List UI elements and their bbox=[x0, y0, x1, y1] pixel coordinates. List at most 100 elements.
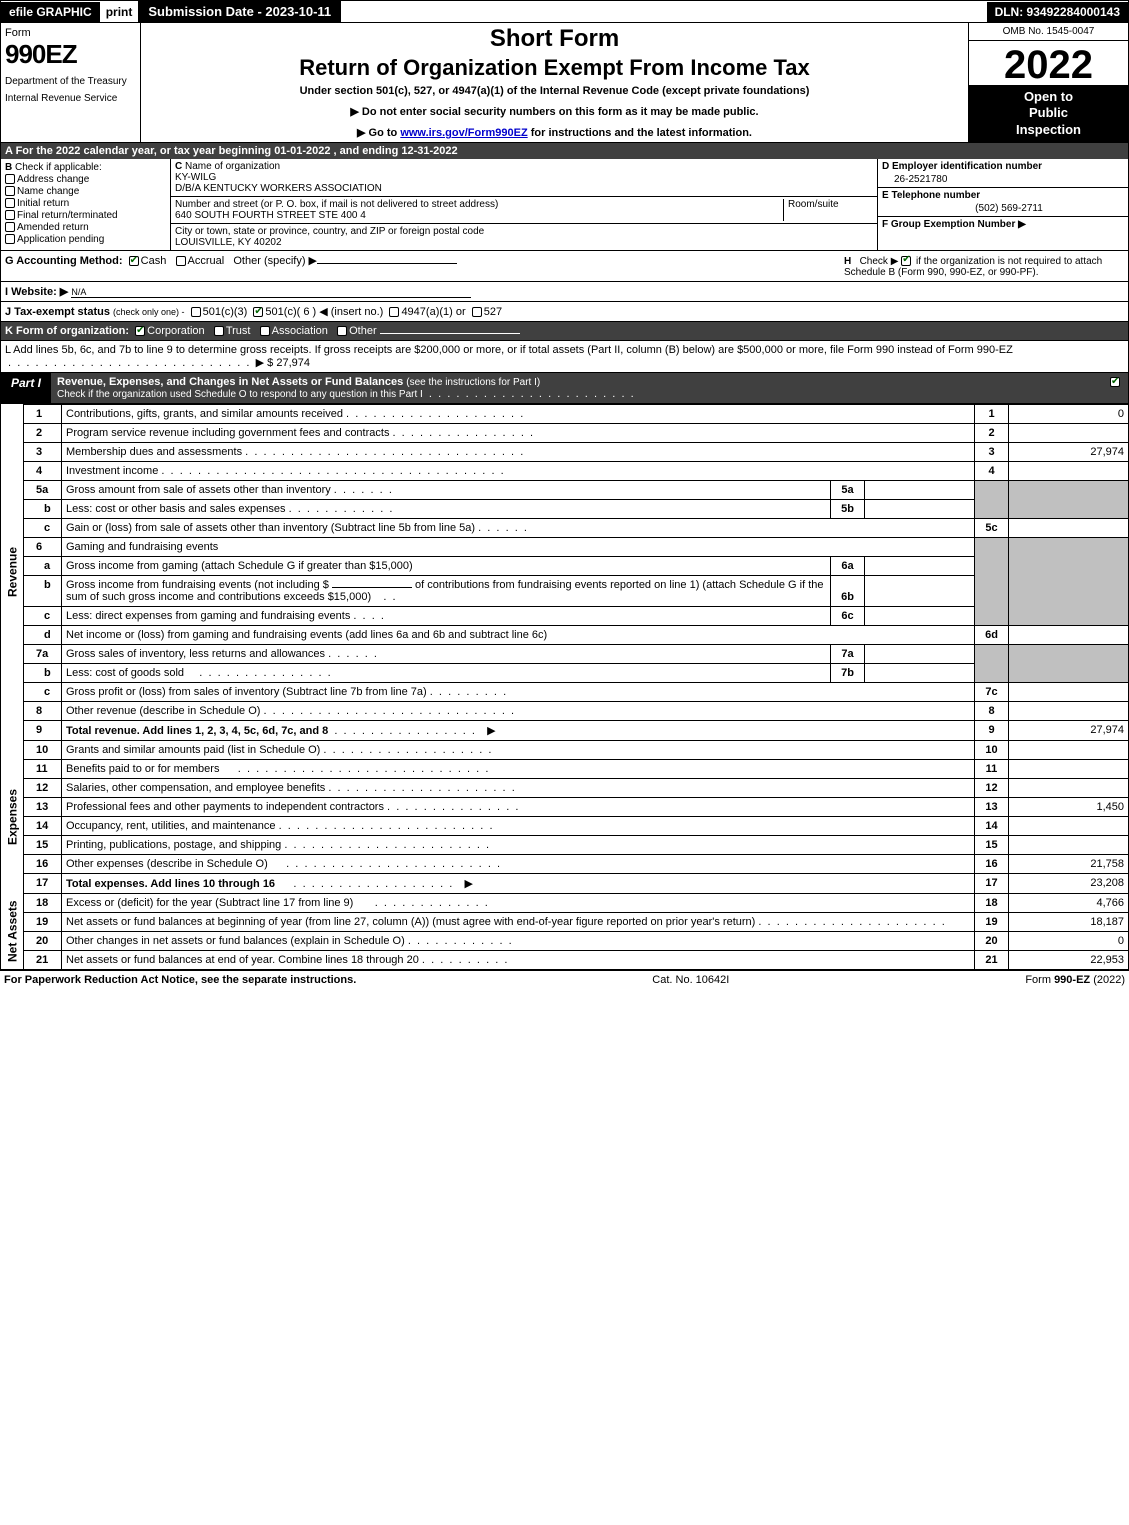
line-6a: a Gross income from gaming (attach Sched… bbox=[1, 556, 1129, 575]
l8-desc: Other revenue (describe in Schedule O) bbox=[66, 705, 260, 717]
l10-rn: 10 bbox=[975, 740, 1009, 759]
footer-left: For Paperwork Reduction Act Notice, see … bbox=[4, 974, 356, 986]
section-gh: G Accounting Method: Cash Accrual Other … bbox=[0, 251, 1129, 282]
opt-527: 527 bbox=[484, 306, 502, 318]
chk-cash[interactable] bbox=[129, 256, 139, 266]
l17-desc: Total expenses. Add lines 10 through 16 bbox=[66, 878, 275, 890]
l5ab-shade1 bbox=[975, 480, 1009, 518]
line-3: 3 Membership dues and assessments . . . … bbox=[1, 442, 1129, 461]
l19-desc: Net assets or fund balances at beginning… bbox=[66, 916, 755, 928]
l1-rn: 1 bbox=[975, 404, 1009, 423]
l6d-val bbox=[1009, 625, 1129, 644]
line-12: 12 Salaries, other compensation, and emp… bbox=[1, 778, 1129, 797]
l5a-boxval bbox=[865, 480, 975, 499]
chk-4947[interactable] bbox=[389, 307, 399, 317]
l21-val: 22,953 bbox=[1009, 950, 1129, 969]
omb-number: OMB No. 1545-0047 bbox=[969, 23, 1128, 41]
l20-val: 0 bbox=[1009, 931, 1129, 950]
line-17: 17 Total expenses. Add lines 10 through … bbox=[1, 873, 1129, 893]
submission-date: Submission Date - 2023-10-11 bbox=[138, 1, 341, 22]
l11-desc: Benefits paid to or for members bbox=[66, 763, 219, 775]
l11-num: 11 bbox=[24, 759, 62, 778]
chk-527[interactable] bbox=[472, 307, 482, 317]
l16-val: 21,758 bbox=[1009, 854, 1129, 873]
l8-val bbox=[1009, 701, 1129, 720]
l21-desc: Net assets or fund balances at end of ye… bbox=[66, 954, 419, 966]
l7c-val bbox=[1009, 682, 1129, 701]
l20-desc: Other changes in net assets or fund bala… bbox=[66, 935, 405, 947]
chk-association[interactable] bbox=[260, 326, 270, 336]
other-specify-line[interactable] bbox=[317, 263, 457, 264]
l-val-label: ▶ $ bbox=[256, 357, 274, 369]
l6b-blank[interactable] bbox=[332, 587, 412, 588]
line-6b: b Gross income from fundraising events (… bbox=[1, 575, 1129, 606]
dln-label: DLN: 93492284000143 bbox=[987, 2, 1128, 22]
l6d-num: d bbox=[24, 625, 62, 644]
chk-other-org[interactable] bbox=[337, 326, 347, 336]
l15-desc: Printing, publications, postage, and shi… bbox=[66, 839, 281, 851]
chk-h[interactable] bbox=[901, 256, 911, 266]
l7b-box: 7b bbox=[831, 663, 865, 682]
l9-rn: 9 bbox=[975, 720, 1009, 740]
chk-part1-scho[interactable] bbox=[1110, 377, 1120, 387]
line-5c: c Gain or (loss) from sale of assets oth… bbox=[1, 518, 1129, 537]
line-7c: c Gross profit or (loss) from sales of i… bbox=[1, 682, 1129, 701]
l12-num: 12 bbox=[24, 778, 62, 797]
header-center: Short Form Return of Organization Exempt… bbox=[141, 23, 968, 142]
open1: Open to bbox=[1024, 89, 1073, 104]
l10-num: 10 bbox=[24, 740, 62, 759]
chk-application-pending[interactable] bbox=[5, 234, 15, 244]
line-4: 4 Investment income . . . . . . . . . . … bbox=[1, 461, 1129, 480]
l20-num: 20 bbox=[24, 931, 62, 950]
section-k: K Form of organization: Corporation Trus… bbox=[0, 322, 1129, 341]
l6c-num: c bbox=[24, 606, 62, 625]
part1-table: Revenue 1 Contributions, gifts, grants, … bbox=[0, 404, 1129, 970]
footer-right-pre: Form bbox=[1025, 974, 1054, 986]
l11-val bbox=[1009, 759, 1129, 778]
open2: Public bbox=[1029, 105, 1068, 120]
l5a-num: 5a bbox=[24, 480, 62, 499]
chk-name-change[interactable] bbox=[5, 186, 15, 196]
irs-link[interactable]: www.irs.gov/Form990EZ bbox=[400, 127, 527, 139]
line-11: 11 Benefits paid to or for members . . .… bbox=[1, 759, 1129, 778]
form-subtitle: Under section 501(c), 527, or 4947(a)(1)… bbox=[149, 85, 960, 97]
l17-val: 23,208 bbox=[1009, 873, 1129, 893]
vlabel-expenses: Expenses bbox=[1, 740, 24, 893]
l6b-desc1: Gross income from fundraising events (no… bbox=[66, 579, 329, 591]
other-org-line[interactable] bbox=[380, 333, 520, 334]
l12-desc: Salaries, other compensation, and employ… bbox=[66, 782, 325, 794]
chk-amended-return[interactable] bbox=[5, 222, 15, 232]
instr-goto: ▶ Go to www.irs.gov/Form990EZ for instru… bbox=[149, 126, 960, 139]
tax-year: 2022 bbox=[969, 41, 1128, 85]
opt-cash: Cash bbox=[141, 255, 167, 267]
chk-501c[interactable] bbox=[253, 307, 263, 317]
l15-rn: 15 bbox=[975, 835, 1009, 854]
l8-num: 8 bbox=[24, 701, 62, 720]
chk-trust[interactable] bbox=[214, 326, 224, 336]
l6c-box: 6c bbox=[831, 606, 865, 625]
l18-rn: 18 bbox=[975, 893, 1009, 912]
chk-corporation[interactable] bbox=[135, 326, 145, 336]
l2-desc: Program service revenue including govern… bbox=[66, 427, 389, 439]
opt-501c3: 501(c)(3) bbox=[203, 306, 248, 318]
print-button[interactable]: print bbox=[100, 2, 139, 22]
chk-501c3[interactable] bbox=[191, 307, 201, 317]
l2-rn: 2 bbox=[975, 423, 1009, 442]
chk-accrual[interactable] bbox=[176, 256, 186, 266]
block-bcdef: B Check if applicable: Address change Na… bbox=[0, 159, 1129, 251]
instr-ssn: ▶ Do not enter social security numbers o… bbox=[149, 105, 960, 118]
opt-4947: 4947(a)(1) or bbox=[401, 306, 465, 318]
l7b-num: b bbox=[24, 663, 62, 682]
footer-right: Form 990-EZ (2022) bbox=[1025, 974, 1125, 986]
chk-initial-return[interactable] bbox=[5, 198, 15, 208]
chk-address-change[interactable] bbox=[5, 174, 15, 184]
line-19: 19 Net assets or fund balances at beginn… bbox=[1, 912, 1129, 931]
section-l: L Add lines 5b, 6c, and 7b to line 9 to … bbox=[0, 341, 1129, 373]
chk-final-return[interactable] bbox=[5, 210, 15, 220]
opt-trust: Trust bbox=[226, 325, 251, 337]
l4-num: 4 bbox=[24, 461, 62, 480]
section-c: C Name of organization KY-WILG D/B/A KEN… bbox=[171, 159, 878, 250]
l7c-desc: Gross profit or (loss) from sales of inv… bbox=[66, 686, 427, 698]
l5b-num: b bbox=[24, 499, 62, 518]
l14-desc: Occupancy, rent, utilities, and maintena… bbox=[66, 820, 276, 832]
